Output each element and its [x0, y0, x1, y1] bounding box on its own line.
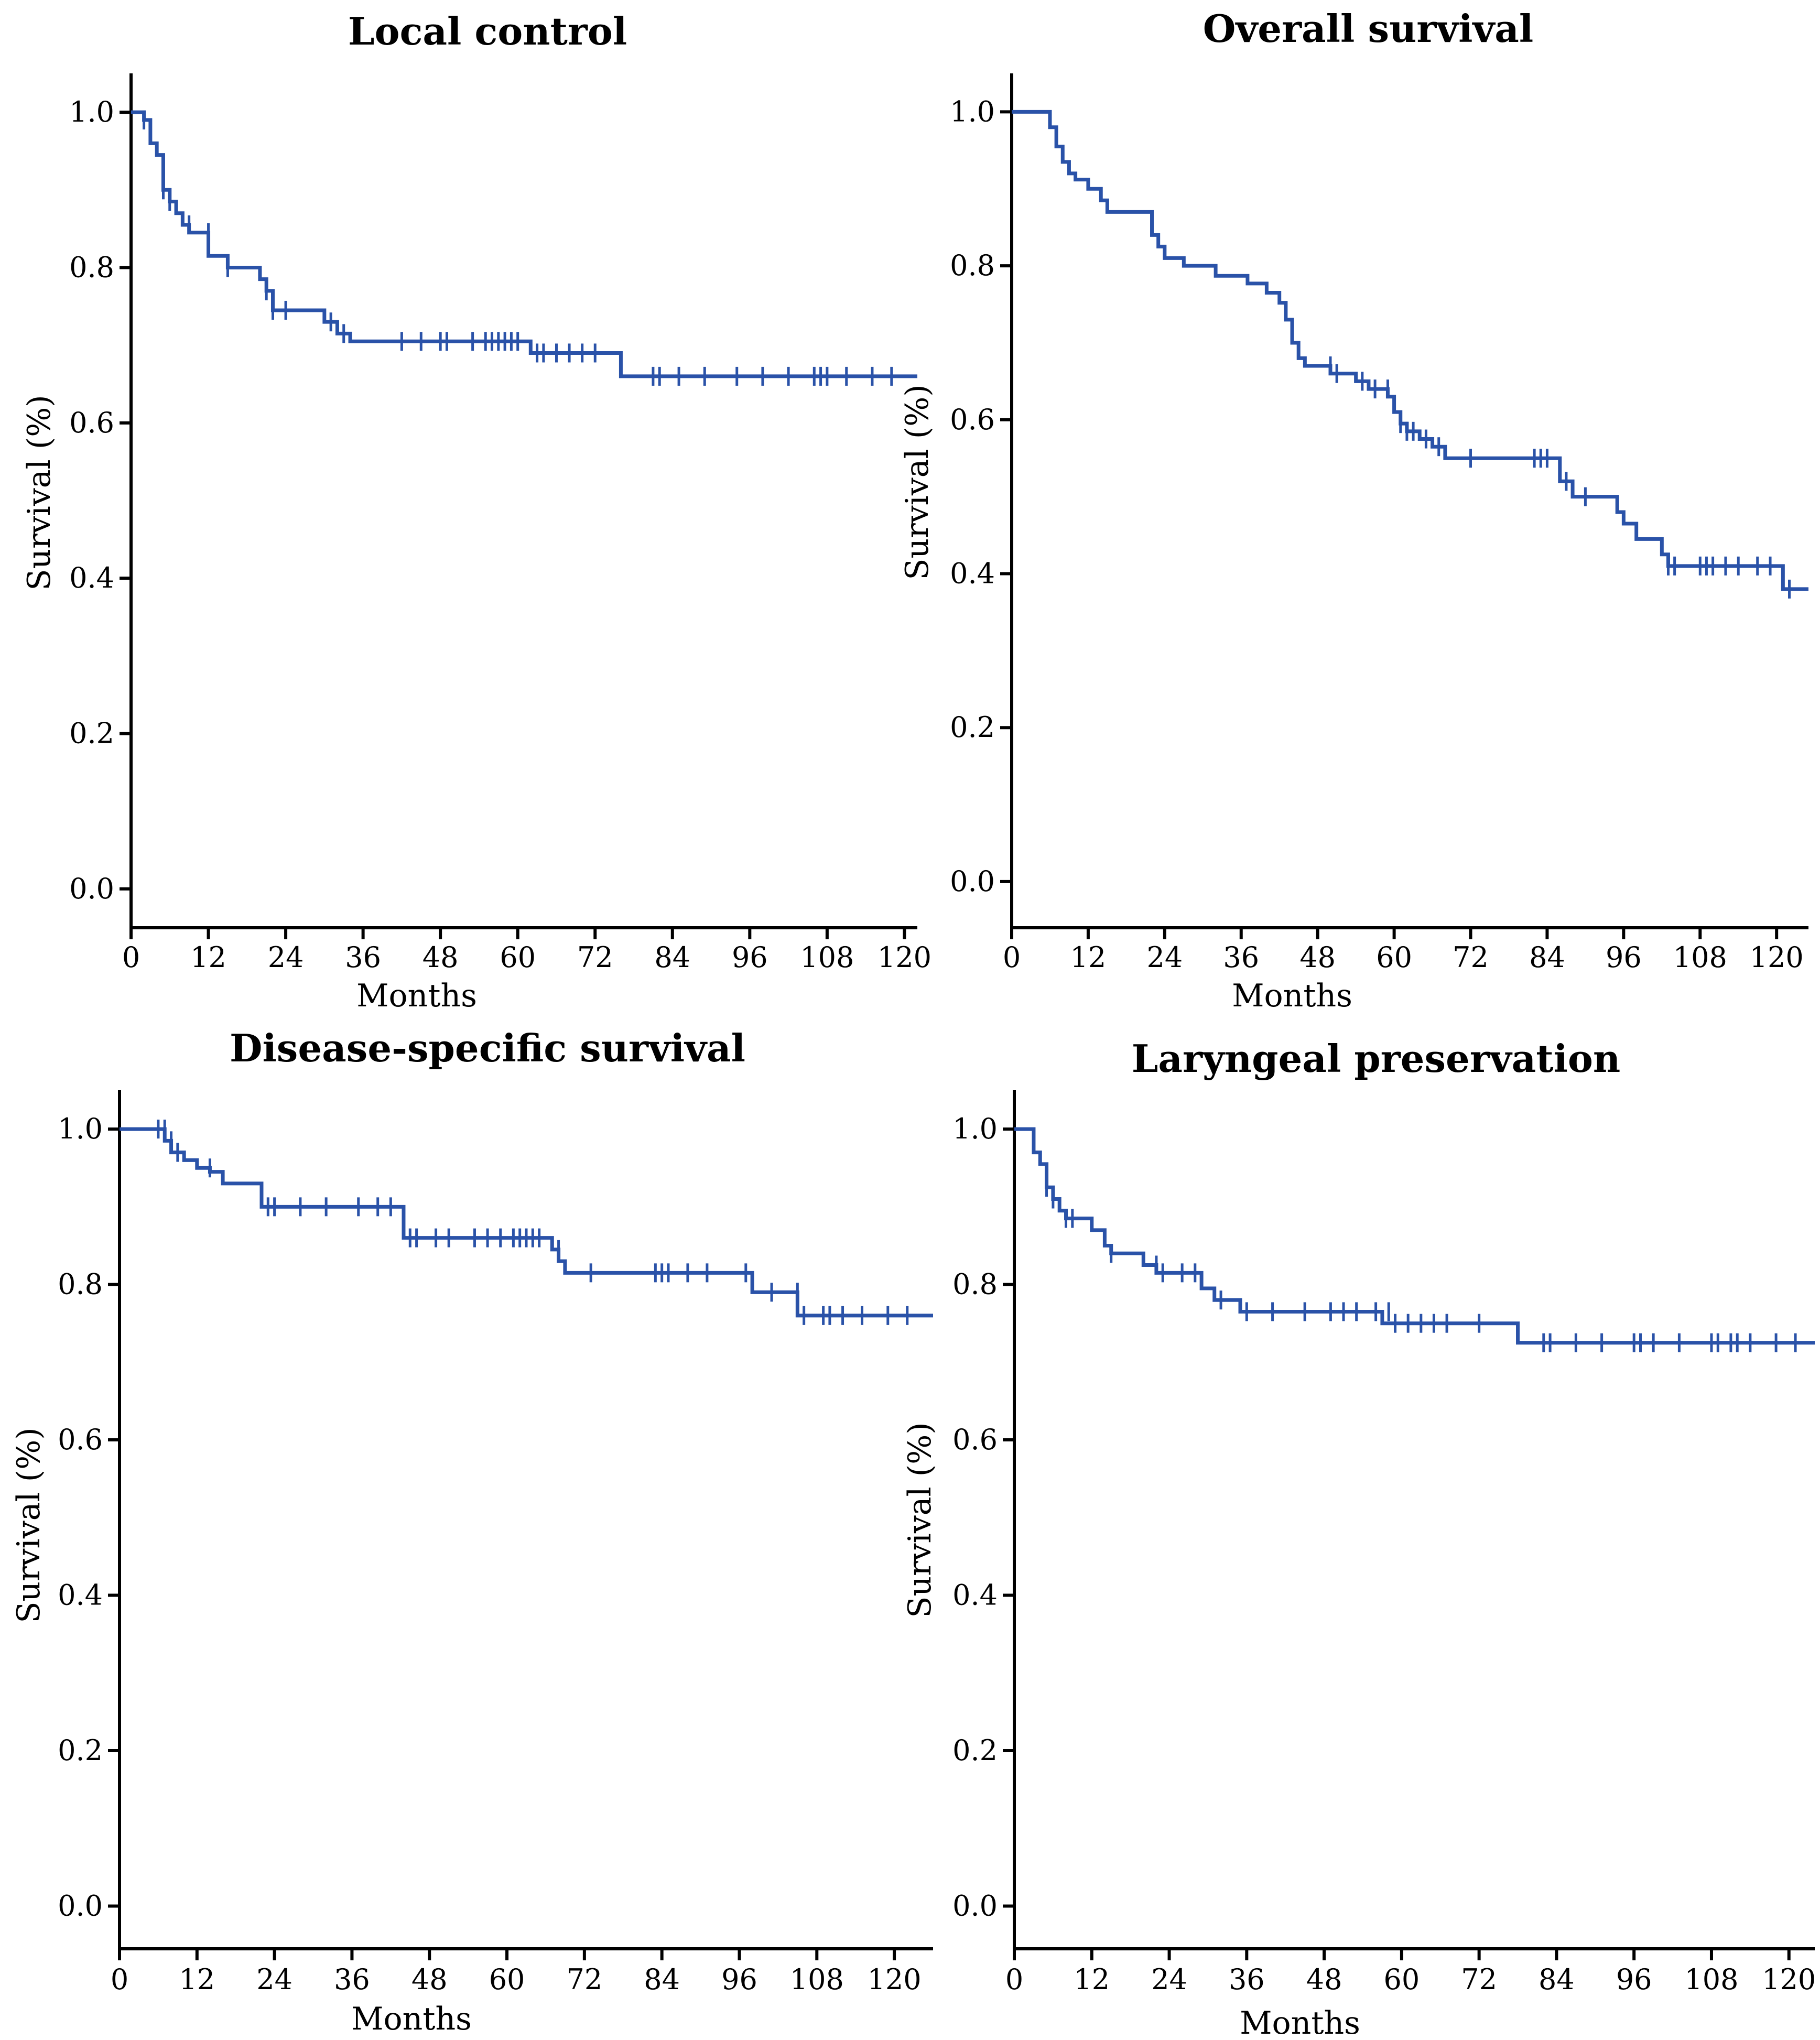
x-tick-label: 72: [1453, 941, 1489, 974]
y-tick-label: 0.8: [69, 251, 114, 284]
x-tick-label: 108: [790, 1963, 844, 1996]
y-tick-label: 0.2: [58, 1734, 103, 1767]
x-tick-label: 108: [1684, 1963, 1738, 1996]
x-tick-label: 36: [1229, 1963, 1265, 1996]
x-tick-label: 24: [268, 941, 304, 974]
x-tick-label: 48: [422, 941, 459, 974]
x-tick-label: 24: [1151, 1963, 1187, 1996]
x-tick-label: 72: [566, 1963, 602, 1996]
y-tick-label: 0.8: [952, 1268, 998, 1301]
y-tick-label: 0.4: [58, 1579, 103, 1612]
y-axis-label: Survival (%): [899, 384, 936, 580]
y-tick-label: 0.0: [950, 865, 995, 898]
x-tick-label: 12: [1070, 941, 1107, 974]
x-tick-label: 108: [1673, 941, 1727, 974]
x-tick-label: 0: [122, 941, 140, 974]
x-tick-label: 60: [500, 941, 536, 974]
y-tick-label: 0.8: [58, 1268, 103, 1301]
x-tick-label: 36: [334, 1963, 370, 1996]
x-tick-label: 36: [1223, 941, 1259, 974]
x-axis-label: Months: [1232, 978, 1352, 1014]
x-tick-label: 0: [1005, 1963, 1023, 1996]
y-tick-label: 1.0: [69, 95, 114, 128]
y-tick-label: 1.0: [58, 1112, 103, 1145]
x-tick-label: 12: [1074, 1963, 1110, 1996]
x-tick-label: 96: [721, 1963, 757, 1996]
y-tick-label: 1.0: [952, 1112, 998, 1145]
x-tick-label: 60: [1376, 941, 1412, 974]
y-tick-label: 0.0: [69, 872, 114, 905]
survival-curve: [1012, 110, 1808, 591]
y-tick-label: 1.0: [950, 95, 995, 128]
x-tick-label: 120: [868, 1963, 922, 1996]
x-tick-label: 48: [1299, 941, 1336, 974]
chart-panel-4: Laryngeal preservation 0.0 0.2 0.4 0.6 0.8 1.0…: [902, 1036, 1816, 2040]
chart-panel-3: Disease-specific survival 0.0 0.2 0.4 0.6 0.8…: [10, 1026, 933, 2037]
x-tick-label: 0: [111, 1963, 128, 1996]
y-axis-label: Survival (%): [10, 1427, 47, 1623]
y-tick-label: 0.6: [69, 406, 114, 439]
chart-title: Laryngeal preservation: [1132, 1036, 1620, 1081]
y-tick-label: 0.6: [58, 1423, 103, 1456]
x-tick-label: 12: [179, 1963, 215, 1996]
x-tick-label: 24: [256, 1963, 292, 1996]
x-axis-label: Months: [351, 2001, 472, 2037]
survival-curve: [131, 110, 917, 378]
x-tick-label: 48: [1306, 1963, 1342, 1996]
y-tick-label: 0.2: [952, 1734, 998, 1767]
x-tick-label: 0: [1003, 941, 1021, 974]
x-tick-label: 60: [1384, 1963, 1420, 1996]
y-axis-label: Survival (%): [902, 1422, 938, 1618]
x-tick-label: 84: [644, 1963, 680, 1996]
x-tick-label: 96: [732, 941, 768, 974]
chart-panel-1: Local control 0.0 0.2 0.4 0.6 0.8 1.0 0 12 24 36 48…: [21, 9, 931, 1014]
x-tick-label: 60: [489, 1963, 525, 1996]
chart-title: Local control: [348, 9, 627, 53]
y-tick-label: 0.6: [952, 1423, 998, 1456]
x-tick-label: 120: [878, 941, 931, 974]
x-axis-label: Months: [1240, 2005, 1360, 2040]
x-tick-label: 96: [1616, 1963, 1652, 1996]
y-axis-label: Survival (%): [21, 395, 58, 590]
y-tick-label: 0.0: [952, 1889, 998, 1922]
y-tick-label: 0.4: [950, 557, 995, 590]
x-tick-label: 84: [1539, 1963, 1575, 1996]
y-tick-label: 0.2: [950, 711, 995, 744]
x-tick-label: 96: [1606, 941, 1642, 974]
y-tick-label: 0.4: [952, 1579, 998, 1612]
x-tick-label: 84: [654, 941, 690, 974]
chart-title: Overall survival: [1203, 6, 1534, 51]
survival-curve: [1014, 1127, 1815, 1345]
x-tick-label: 72: [1461, 1963, 1497, 1996]
x-axis-label: Months: [356, 978, 477, 1014]
y-tick-label: 0.2: [69, 717, 114, 750]
x-tick-label: 84: [1529, 941, 1565, 974]
x-tick-label: 120: [1750, 941, 1804, 974]
x-tick-label: 120: [1762, 1963, 1816, 1996]
y-tick-label: 0.6: [950, 403, 995, 436]
y-tick-label: 0.0: [58, 1889, 103, 1922]
survival-curve: [120, 1127, 933, 1318]
x-tick-label: 48: [411, 1963, 448, 1996]
x-tick-label: 24: [1146, 941, 1183, 974]
x-tick-label: 36: [345, 941, 381, 974]
x-tick-label: 108: [800, 941, 854, 974]
y-tick-label: 0.8: [950, 249, 995, 282]
x-tick-label: 12: [190, 941, 226, 974]
x-tick-label: 72: [577, 941, 613, 974]
chart-panel-2: Overall survival 0.0 0.2 0.4 0.6 0.8 1.0 0 12 24 3…: [899, 6, 1808, 1014]
y-tick-label: 0.4: [69, 561, 114, 594]
chart-title: Disease-specific survival: [230, 1026, 745, 1070]
